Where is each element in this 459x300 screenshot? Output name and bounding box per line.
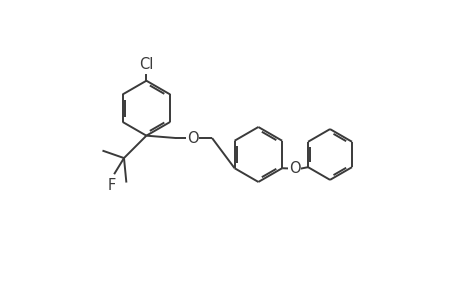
Text: O: O — [288, 161, 300, 176]
Text: F: F — [108, 178, 116, 193]
Text: O: O — [186, 130, 198, 146]
Text: Cl: Cl — [139, 57, 153, 72]
